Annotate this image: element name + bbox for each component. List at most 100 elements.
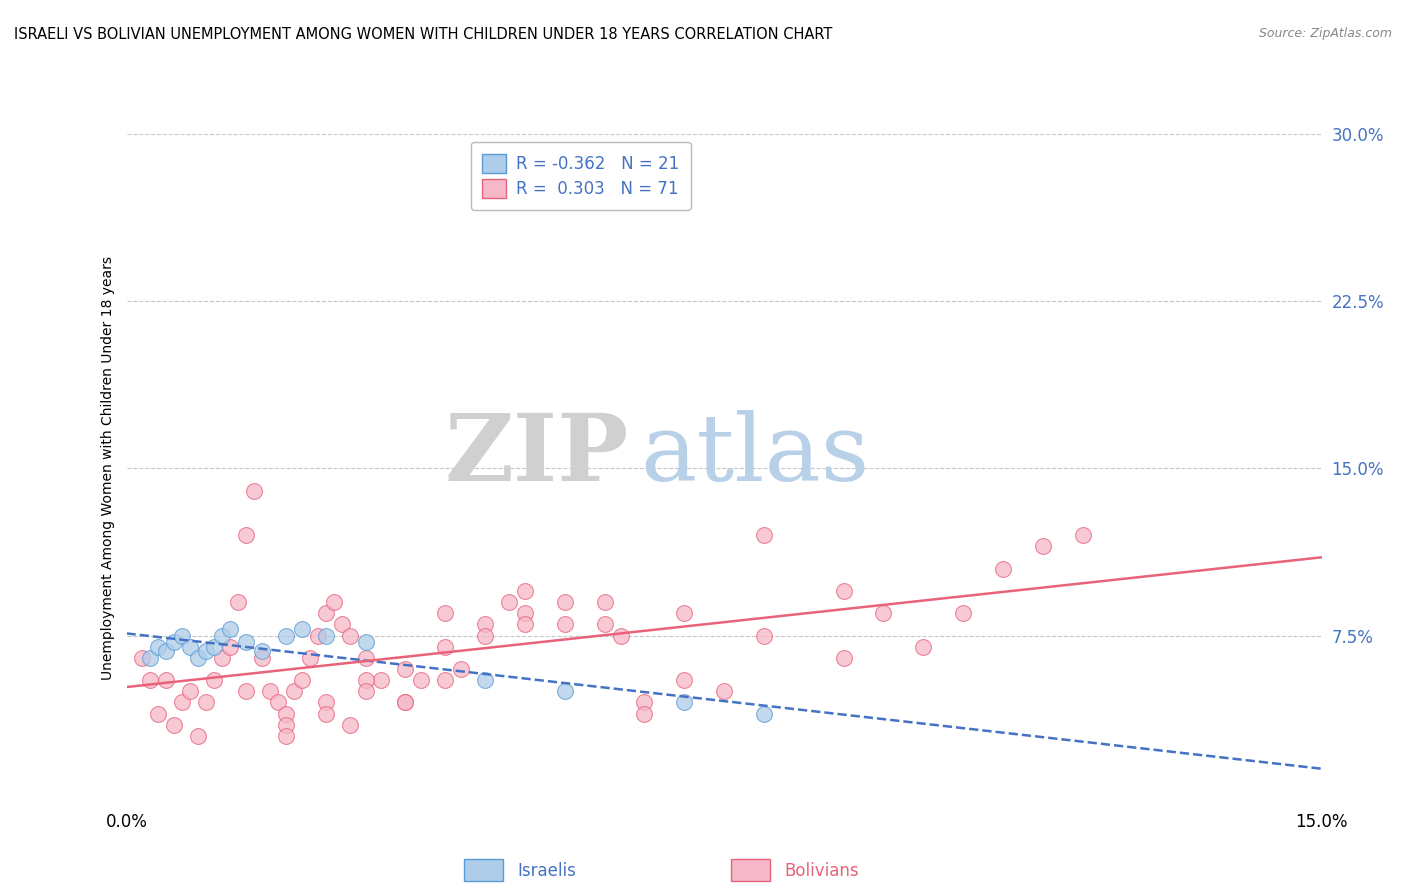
Point [250, 651, 273, 665]
Text: ZIP: ZIP [444, 410, 628, 500]
Point [283, 684, 305, 698]
Point [832, 651, 855, 665]
Point [1032, 539, 1054, 553]
Point [163, 717, 186, 731]
Text: Source: ZipAtlas.com: Source: ZipAtlas.com [1258, 27, 1392, 40]
Point [315, 628, 337, 642]
Point [394, 696, 416, 710]
Point [474, 628, 496, 642]
Point [330, 617, 353, 632]
Point [298, 651, 321, 665]
Point [633, 706, 655, 721]
Text: Bolivians: Bolivians [785, 862, 859, 880]
Point [593, 595, 616, 609]
Point [474, 673, 496, 688]
Point [872, 607, 894, 621]
Point [752, 628, 775, 642]
Point [219, 640, 242, 654]
Point [554, 617, 576, 632]
Text: Israelis: Israelis [517, 862, 576, 880]
Point [354, 684, 377, 698]
Point [339, 717, 361, 731]
Point [434, 640, 457, 654]
Legend: R = -0.362   N = 21, R =  0.303   N = 71: R = -0.362 N = 21, R = 0.303 N = 71 [471, 142, 690, 210]
Point [179, 640, 201, 654]
Point [235, 528, 257, 542]
Point [713, 684, 735, 698]
Point [832, 584, 855, 599]
Y-axis label: Unemployment Among Women with Children Under 18 years: Unemployment Among Women with Children U… [101, 256, 115, 681]
Point [202, 640, 225, 654]
Point [322, 595, 344, 609]
Point [139, 673, 162, 688]
Point [243, 483, 266, 498]
Point [315, 607, 337, 621]
Point [315, 706, 337, 721]
Point [139, 651, 162, 665]
Point [1071, 528, 1094, 542]
Point [172, 696, 194, 710]
Point [155, 644, 177, 658]
Point [187, 729, 209, 743]
Text: ISRAELI VS BOLIVIAN UNEMPLOYMENT AMONG WOMEN WITH CHILDREN UNDER 18 YEARS CORREL: ISRAELI VS BOLIVIAN UNEMPLOYMENT AMONG W… [14, 27, 832, 42]
Point [991, 562, 1014, 576]
Point [673, 673, 696, 688]
Point [554, 684, 576, 698]
Point [274, 706, 297, 721]
Point [370, 673, 392, 688]
Point [593, 617, 616, 632]
Point [163, 635, 186, 649]
Text: atlas: atlas [640, 410, 870, 500]
Point [673, 696, 696, 710]
Point [411, 673, 433, 688]
Point [307, 628, 329, 642]
Point [274, 628, 297, 642]
Point [354, 673, 377, 688]
Point [274, 729, 297, 743]
Point [274, 717, 297, 731]
Point [339, 628, 361, 642]
Point [752, 528, 775, 542]
Point [474, 617, 496, 632]
Point [131, 651, 153, 665]
Point [752, 706, 775, 721]
Point [211, 651, 233, 665]
Point [226, 595, 249, 609]
Point [354, 651, 377, 665]
Point [195, 644, 218, 658]
Point [513, 617, 536, 632]
Point [633, 696, 655, 710]
Point [609, 628, 631, 642]
Point [267, 696, 290, 710]
Point [315, 696, 337, 710]
Point [673, 607, 696, 621]
Point [394, 696, 416, 710]
Point [187, 651, 209, 665]
Point [513, 607, 536, 621]
Point [148, 640, 170, 654]
Point [211, 628, 233, 642]
Point [291, 622, 314, 636]
Point [155, 673, 177, 688]
Point [394, 662, 416, 676]
Point [513, 584, 536, 599]
Point [434, 673, 457, 688]
Point [952, 607, 974, 621]
Point [434, 607, 457, 621]
Point [148, 706, 170, 721]
Point [354, 635, 377, 649]
Point [219, 622, 242, 636]
Point [202, 673, 225, 688]
Point [291, 673, 314, 688]
Point [250, 644, 273, 658]
Point [172, 628, 194, 642]
Point [235, 684, 257, 698]
Point [259, 684, 281, 698]
Point [195, 696, 218, 710]
Point [179, 684, 201, 698]
Point [450, 662, 472, 676]
Point [235, 635, 257, 649]
Point [912, 640, 935, 654]
Point [498, 595, 520, 609]
Point [554, 595, 576, 609]
